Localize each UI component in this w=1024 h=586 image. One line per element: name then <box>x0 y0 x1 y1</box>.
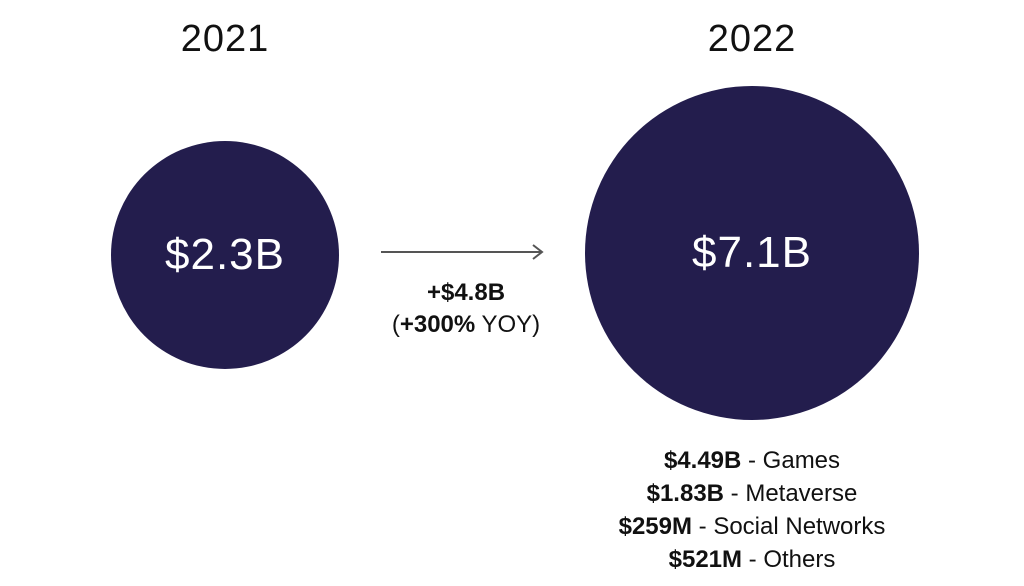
growth-suffix: YOY) <box>475 311 541 338</box>
breakdown-label: Metaverse <box>745 480 858 507</box>
bubble-2022-value: $7.1B <box>692 228 812 277</box>
breakdown-item-games: $4.49B - Games <box>552 444 952 477</box>
breakdown-separator: - <box>724 480 746 507</box>
breakdown-separator: - <box>692 513 714 540</box>
breakdown-item-others: $521M - Others <box>552 543 952 576</box>
breakdown-label: Others <box>763 546 836 573</box>
growth-annotation: +$4.8B (+300% YOY) <box>356 277 576 341</box>
breakdown-label: Games <box>762 447 841 474</box>
growth-percent: +300% <box>399 311 476 338</box>
breakdown-label: Social Networks <box>713 513 886 540</box>
year-2021-label: 2021 <box>180 18 270 60</box>
bubble-2021-value: $2.3B <box>165 230 285 279</box>
breakdown-value: $1.83B <box>646 480 724 507</box>
breakdown-value: $259M <box>618 513 692 540</box>
breakdown-2022-list: $4.49B - Games $1.83B - Metaverse $259M … <box>552 444 952 576</box>
breakdown-separator: - <box>741 447 763 474</box>
arrow-right-icon <box>381 244 544 260</box>
breakdown-separator: - <box>742 546 764 573</box>
bubble-2021: $2.3B <box>111 141 339 369</box>
breakdown-value: $4.49B <box>663 447 742 474</box>
breakdown-item-social-networks: $259M - Social Networks <box>552 510 952 543</box>
growth-paren-open: ( <box>391 311 400 338</box>
breakdown-item-metaverse: $1.83B - Metaverse <box>552 477 952 510</box>
year-2022-label: 2022 <box>707 18 797 60</box>
bubble-2022: $7.1B <box>585 86 919 420</box>
growth-percent-line: (+300% YOY) <box>356 309 576 341</box>
breakdown-value: $521M <box>668 546 743 573</box>
growth-amount: +$4.8B <box>426 279 506 306</box>
